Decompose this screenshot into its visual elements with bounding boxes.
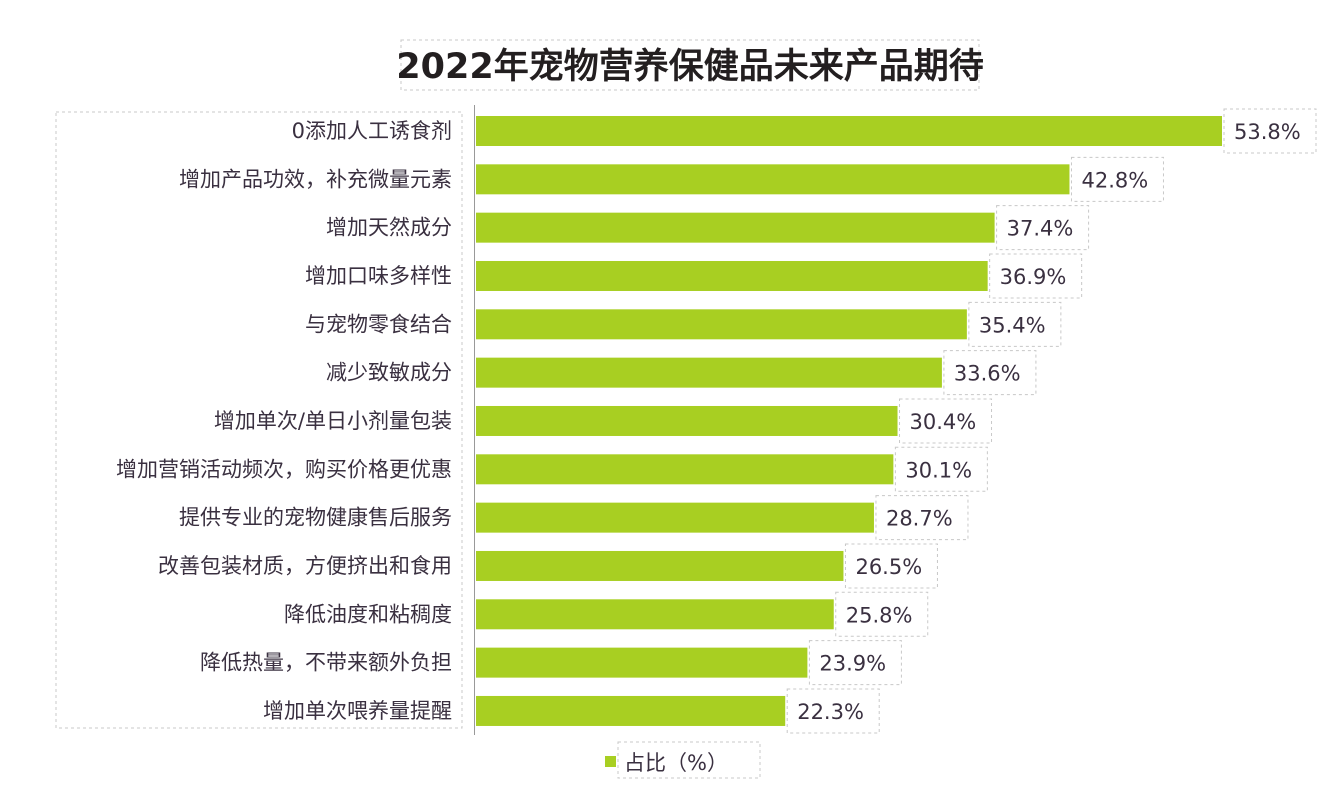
value-label: 36.9% xyxy=(1000,265,1067,289)
legend-swatch xyxy=(605,756,616,767)
value-label: 23.9% xyxy=(819,652,886,676)
value-label: 33.6% xyxy=(954,362,1021,386)
value-label: 30.1% xyxy=(905,458,972,482)
category-label: 减少致敏成分 xyxy=(326,361,452,385)
legend-label: 占比（%） xyxy=(624,751,728,775)
bar xyxy=(476,164,1070,195)
bar xyxy=(476,357,942,388)
value-label-box xyxy=(943,350,1037,396)
category-label: 降低油度和粘稠度 xyxy=(284,602,452,626)
bar xyxy=(476,260,988,291)
category-label: 增加单次喂养量提醒 xyxy=(263,699,452,723)
value-label: 26.5% xyxy=(855,555,922,579)
title-box xyxy=(400,39,980,91)
bar xyxy=(476,599,834,630)
value-label-box xyxy=(835,591,929,637)
value-label: 25.8% xyxy=(846,603,913,627)
category-label: 改善包装材质，方便挤出和食用 xyxy=(158,554,452,578)
legend-box xyxy=(617,741,761,779)
value-label: 53.8% xyxy=(1234,120,1301,144)
category-label: 与宠物零食结合 xyxy=(305,312,452,336)
category-label: 增加口味多样性 xyxy=(305,264,452,288)
value-label: 30.4% xyxy=(910,410,977,434)
value-label-box xyxy=(996,205,1090,251)
value-label-box xyxy=(989,253,1083,299)
category-label: 降低热量，不带来额外负担 xyxy=(200,651,452,675)
category-label: 增加营销活动频次，购买价格更优惠 xyxy=(116,457,452,481)
category-label: 增加产品功效，补充微量元素 xyxy=(179,167,452,191)
value-label: 35.4% xyxy=(979,313,1046,337)
bar xyxy=(476,550,844,581)
value-label-box xyxy=(844,543,938,589)
bar xyxy=(476,454,894,485)
bar xyxy=(476,309,967,340)
bar xyxy=(476,647,808,678)
value-label-box xyxy=(786,688,880,734)
category-label: 0添加人工诱食剂 xyxy=(292,119,452,143)
value-label-box xyxy=(894,446,988,492)
value-label-box xyxy=(1070,156,1164,202)
value-label-box xyxy=(875,495,969,541)
category-label-box xyxy=(55,111,463,729)
bar xyxy=(476,695,786,726)
value-label-box xyxy=(968,301,1062,347)
value-label-box xyxy=(808,640,902,686)
bar xyxy=(476,212,995,243)
value-label: 37.4% xyxy=(1007,217,1074,241)
value-label: 42.8% xyxy=(1081,168,1148,192)
value-label: 28.7% xyxy=(886,507,953,531)
bar xyxy=(476,502,874,533)
bar xyxy=(476,116,1222,146)
category-label: 提供专业的宠物健康售后服务 xyxy=(179,506,452,530)
category-label: 增加天然成分 xyxy=(326,216,452,240)
value-label-box xyxy=(1223,108,1317,154)
category-label: 增加单次/单日小剂量包装 xyxy=(214,409,452,433)
bar xyxy=(476,405,898,436)
value-label-box xyxy=(899,398,993,444)
chart-title: 2022年宠物营养保健品未来产品期待 xyxy=(396,47,983,87)
value-label: 22.3% xyxy=(797,700,864,724)
